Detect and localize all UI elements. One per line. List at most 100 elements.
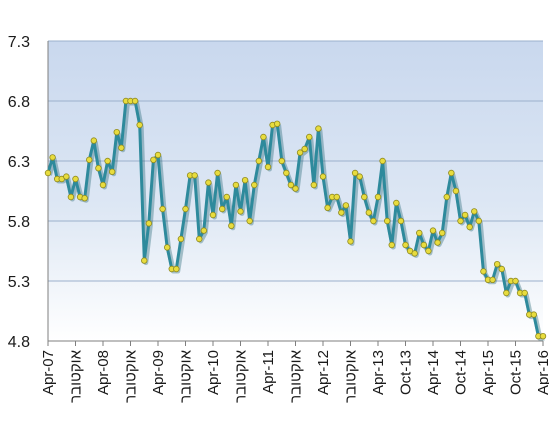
axes: [47, 41, 544, 346]
x-tick-label: Oct-13: [398, 350, 415, 395]
data-point: [200, 227, 208, 234]
data-point: [301, 145, 308, 153]
y-tick-label: 4.8: [8, 334, 30, 351]
x-tick-label: אוקטובר: [233, 349, 250, 402]
data-point: [159, 205, 166, 213]
data-point: [99, 181, 107, 189]
data-point: [260, 133, 267, 141]
x-tick-label: Apr-11: [260, 350, 277, 394]
data-point: [443, 193, 450, 201]
data-point: [429, 227, 437, 234]
data-point: [86, 156, 93, 163]
data-point: [44, 169, 52, 177]
y-tick-label: 6.8: [8, 94, 30, 111]
data-point: [370, 217, 377, 225]
x-tick-label: אוקטובר: [288, 349, 305, 402]
data-point: [209, 211, 217, 219]
data-point: [457, 217, 464, 225]
data-point: [461, 211, 469, 219]
data-point: [296, 149, 304, 156]
data-point: [539, 333, 547, 340]
x-tick-label: Oct-14: [453, 350, 470, 395]
data-point: [489, 276, 496, 283]
data-point: [480, 268, 487, 275]
data-point: [67, 193, 75, 201]
data-point: [306, 133, 313, 141]
data-point: [241, 176, 249, 184]
data-point: [104, 157, 111, 165]
y-tick-label: 5.8: [8, 214, 30, 231]
x-tick-label: Apr-10: [205, 350, 222, 395]
data-point: [223, 193, 230, 201]
data-point: [411, 250, 418, 257]
x-tick-label: Oct-15: [508, 350, 525, 395]
data-point: [287, 181, 295, 189]
data-point: [324, 204, 331, 211]
data-point: [379, 157, 386, 165]
data-point: [90, 137, 98, 144]
x-tick-label: Apr-14: [425, 350, 442, 395]
data-point: [503, 289, 510, 297]
data-point: [264, 163, 272, 171]
data-point: [118, 144, 125, 151]
data-point: [521, 289, 528, 297]
data-point: [136, 121, 143, 129]
data-point: [177, 235, 185, 243]
data-point: [228, 222, 235, 229]
data-point: [338, 209, 345, 216]
data-point: [383, 217, 391, 225]
data-point: [351, 169, 359, 177]
data-point: [273, 120, 281, 127]
data-point: [342, 202, 350, 209]
x-tick-label: אוקטובר: [343, 349, 360, 402]
data-point: [493, 261, 501, 268]
data-point: [141, 257, 148, 264]
x-tick-label: Apr-13: [370, 350, 387, 395]
data-point: [218, 205, 226, 213]
data-point: [278, 157, 285, 165]
y-tick-label: 5.3: [8, 274, 30, 291]
data-point: [448, 169, 455, 177]
data-point: [214, 169, 221, 177]
data-point: [365, 209, 373, 216]
data-point: [434, 239, 441, 246]
data-point: [95, 164, 102, 172]
data-point: [145, 220, 153, 227]
x-tick-label: Apr-16: [535, 350, 549, 395]
data-point: [232, 181, 240, 189]
data-point: [131, 97, 139, 105]
data-point: [438, 229, 446, 237]
data-point: [471, 208, 478, 215]
data-point: [452, 187, 460, 195]
x-tick-labels: Apr-07 אוקטובר Apr-08 אוקטובר Apr-09 אוקטובר A…: [40, 349, 549, 402]
data-point: [63, 173, 70, 180]
data-point: [498, 265, 505, 273]
data-point: [333, 193, 340, 201]
series-markers: [44, 97, 547, 340]
data-point: [182, 205, 189, 213]
data-point: [205, 179, 212, 186]
data-point: [315, 125, 322, 132]
data-point: [347, 238, 354, 245]
data-point: [191, 172, 198, 179]
data-point: [251, 181, 258, 189]
data-point: [475, 217, 483, 225]
data-point: [113, 128, 120, 136]
data-point: [163, 244, 171, 251]
x-tick-label: Apr-07: [40, 350, 57, 395]
x-tick-label: Apr-12: [315, 350, 332, 395]
data-point: [81, 194, 88, 202]
data-point: [150, 156, 157, 163]
data-point: [72, 175, 79, 183]
data-point: [255, 157, 263, 165]
data-point: [393, 199, 400, 207]
data-point: [397, 217, 405, 225]
y-tick-labels: 4.8 5.3 5.8 6.3 6.8 7.3: [8, 34, 30, 351]
data-point: [283, 169, 290, 177]
data-point: [237, 208, 244, 215]
data-point: [530, 311, 538, 318]
data-point: [173, 265, 180, 273]
data-point: [361, 193, 368, 201]
data-point: [402, 241, 409, 249]
